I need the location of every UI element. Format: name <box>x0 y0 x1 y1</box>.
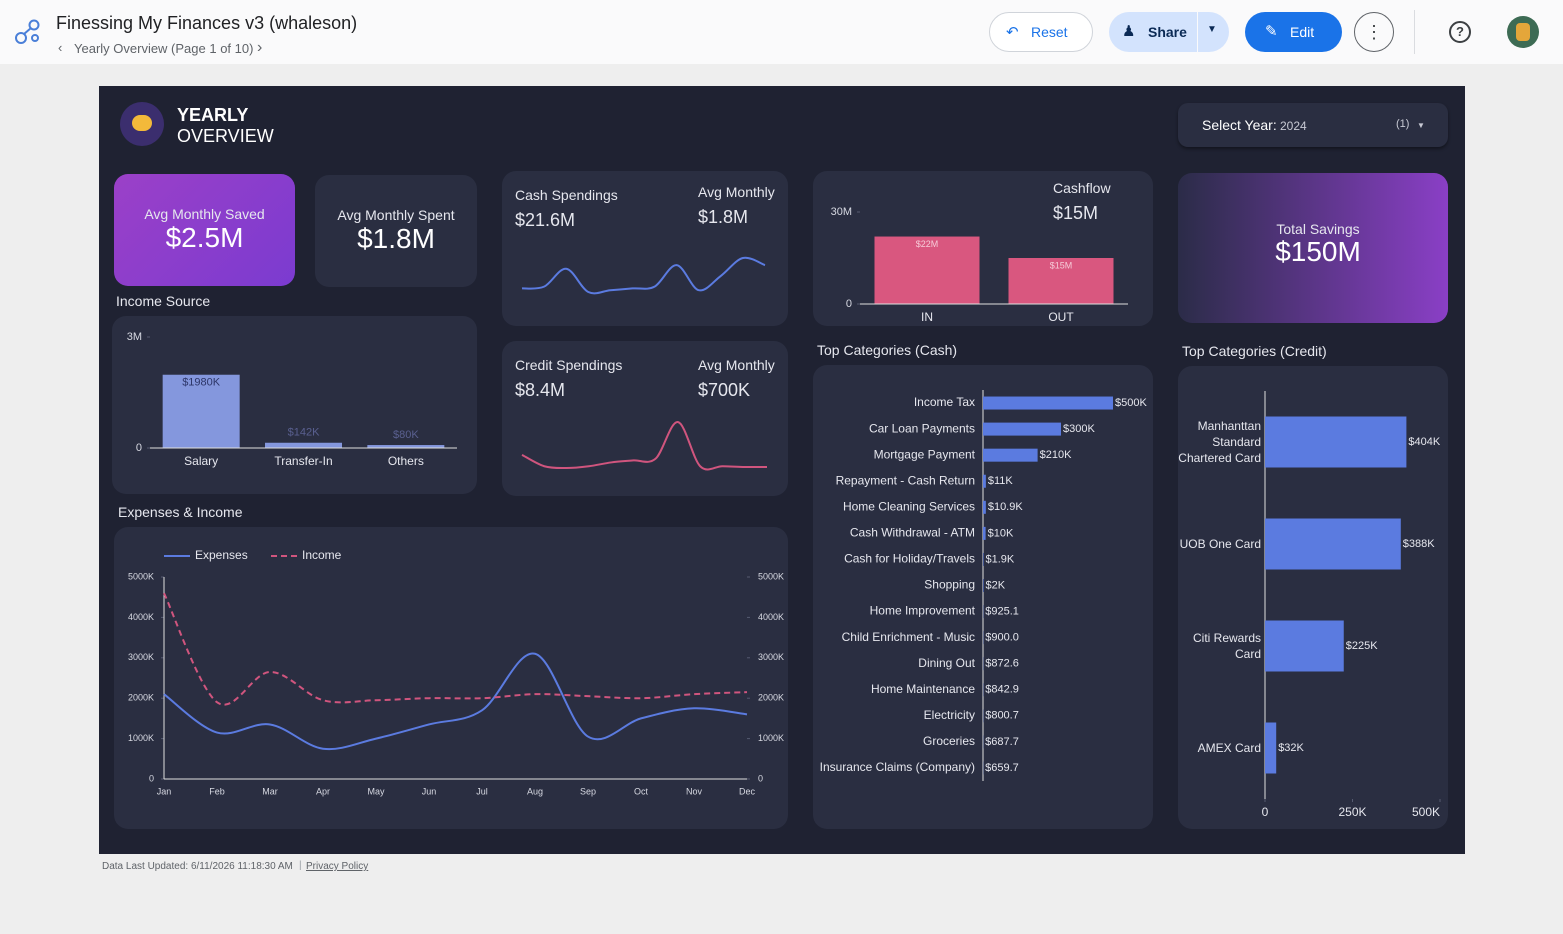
edit-button[interactable] <box>1245 12 1342 52</box>
more-button[interactable]: ⋮ <box>1354 12 1394 52</box>
app-logo[interactable] <box>13 17 43 47</box>
filter-label: Select Year: <box>1202 117 1277 133</box>
year-filter[interactable] <box>1178 103 1448 147</box>
avg-label: Avg Monthly <box>698 184 775 200</box>
edit-icon: ✎ <box>1265 23 1278 40</box>
filter-value: 2024 <box>1280 119 1307 133</box>
chart-card <box>502 171 788 326</box>
category-label: Manhanttan Standard Chartered Card <box>1178 419 1261 465</box>
share-menu[interactable]: ▼ <box>1207 24 1217 35</box>
page-nav: Yearly Overview (Page 1 of 10) <box>74 41 254 56</box>
chart-title: Expenses & Income <box>118 504 243 520</box>
chart-title: Top Categories (Credit) <box>1182 343 1327 359</box>
chart-card <box>813 365 1153 829</box>
chart-card <box>114 527 788 829</box>
divider <box>1414 10 1415 54</box>
last-updated: Data Last Updated: 6/11/2026 11:18:30 AM <box>102 861 293 872</box>
avg-value: $700K <box>698 380 751 400</box>
next-page[interactable]: › <box>257 39 263 56</box>
chart-total: $15M <box>1053 203 1099 223</box>
reset-button[interactable] <box>989 12 1093 52</box>
report-logo <box>120 102 164 146</box>
avatar[interactable] <box>1507 16 1539 48</box>
chart-title: Cashflow <box>1053 180 1111 196</box>
share-label: Share <box>1148 24 1187 40</box>
category-label: AMEX Card <box>1197 741 1261 755</box>
share-icon: ♟ <box>1122 23 1136 40</box>
category-label: UOB One Card <box>1179 537 1261 551</box>
report-title: Finessing My Finances v3 (whaleson) <box>56 13 358 33</box>
chart-title: Credit Spendings <box>515 357 623 373</box>
kpi-card <box>315 175 477 287</box>
kpi-label: Avg Monthly Saved <box>144 206 265 222</box>
kpi-card <box>1178 173 1448 323</box>
chart-title: Income Source <box>116 293 211 309</box>
report-logo-mark <box>132 115 152 131</box>
edit-label: Edit <box>1290 24 1315 40</box>
separator: | <box>299 860 302 871</box>
reset-icon: ↶ <box>1006 24 1019 41</box>
kpi-label: Avg Monthly Spent <box>337 207 455 223</box>
category-label: Citi Rewards Card <box>1192 631 1261 661</box>
chart-total: $8.4M <box>515 380 566 400</box>
kpi-card <box>114 174 295 286</box>
help-button[interactable]: ? <box>1449 21 1471 43</box>
kpi-label: Total Savings <box>1276 221 1360 237</box>
chart-card <box>112 316 477 494</box>
filter-count: (1) <box>1396 118 1410 130</box>
chart-title: Top Categories (Cash) <box>817 342 958 358</box>
privacy-link[interactable]: Privacy Policy <box>306 861 369 872</box>
kpi-value: $2.5M <box>165 222 244 253</box>
kpi-value: $1.8M <box>357 223 435 254</box>
kpi-value: $150M <box>1275 236 1361 267</box>
share-divider <box>1197 12 1198 52</box>
avg-value: $1.8M <box>698 207 749 227</box>
report-heading: OVERVIEW <box>177 126 274 146</box>
chart-total: $21.6M <box>515 210 576 230</box>
reset-label: Reset <box>1031 24 1068 40</box>
avg-label: Avg Monthly <box>698 357 775 373</box>
filter-caret: ▼ <box>1417 121 1425 130</box>
share-button[interactable] <box>1109 12 1229 52</box>
prev-page[interactable]: ‹ <box>58 40 63 55</box>
report-heading: YEARLY <box>177 105 249 125</box>
chart-title: Cash Spendings <box>515 187 618 203</box>
avatar-figure <box>1516 23 1530 41</box>
